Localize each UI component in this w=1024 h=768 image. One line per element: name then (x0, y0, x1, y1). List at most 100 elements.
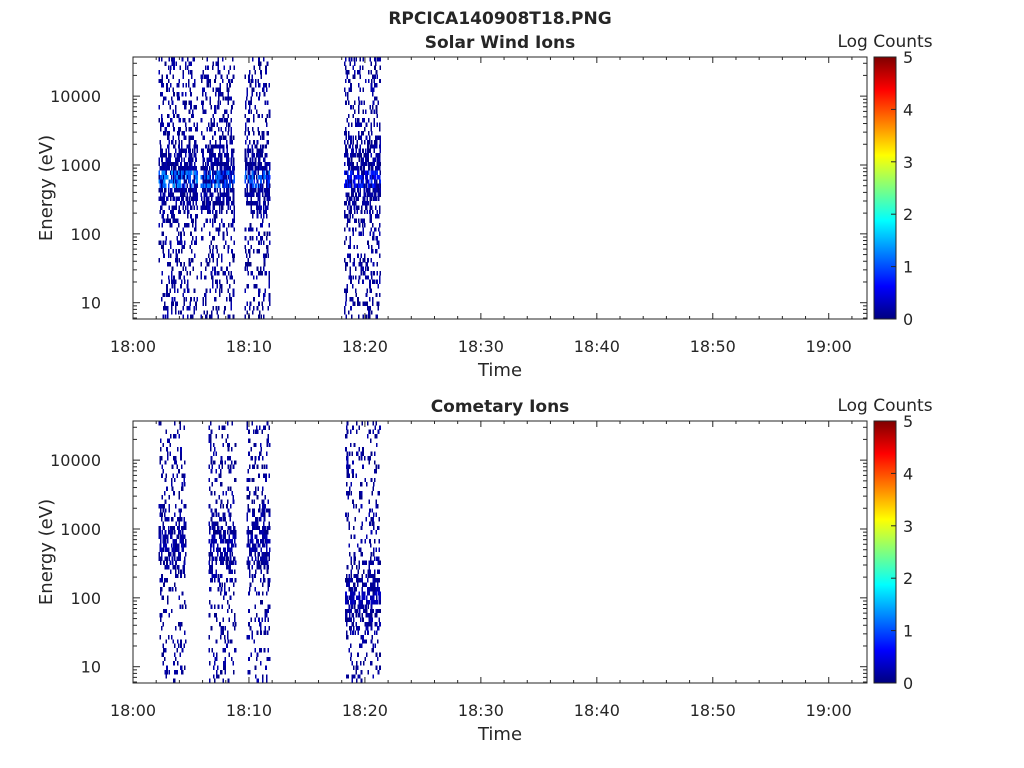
heatmap-cell (252, 275, 255, 280)
heatmap-cell (344, 266, 347, 271)
heatmap-cell (178, 78, 181, 84)
heatmap-cell (378, 240, 380, 245)
heatmap-cell (172, 109, 174, 114)
y-axis-label: Energy (eV) (36, 135, 57, 241)
heatmap-cell (173, 565, 175, 570)
heatmap-cell (378, 157, 381, 162)
heatmap-cell (375, 105, 378, 110)
heatmap-cell (214, 109, 217, 114)
heatmap-cell (376, 113, 379, 119)
heatmap-cell (216, 656, 218, 662)
heatmap-cell (350, 560, 353, 566)
heatmap-cell (229, 552, 231, 557)
heatmap-cell (266, 530, 269, 535)
heatmap-cell (191, 240, 193, 245)
heatmap-cell (200, 192, 202, 197)
colorbar-label: Log Counts (837, 396, 932, 416)
heatmap-cell (259, 91, 261, 97)
heatmap-cell (216, 617, 218, 622)
heatmap-cell (228, 284, 231, 289)
heatmap-cell (368, 279, 371, 285)
heatmap-cell (227, 547, 230, 552)
heatmap-cell (192, 113, 195, 119)
heatmap-cell (262, 205, 265, 210)
heatmap-cell (190, 188, 192, 193)
heatmap-cell (170, 179, 172, 184)
heatmap-cell (261, 499, 263, 504)
heatmap-cell (358, 218, 360, 223)
heatmap-cell (176, 648, 178, 653)
heatmap-cell (360, 643, 363, 649)
heatmap-cell (378, 196, 380, 202)
heatmap-cell (167, 275, 170, 280)
heatmap-cell (209, 218, 212, 223)
panel-title: Solar Wind Ions (425, 33, 576, 53)
heatmap-cell (231, 78, 233, 84)
heatmap-cell (211, 279, 214, 285)
heatmap-cell (248, 608, 250, 614)
heatmap-cell (170, 244, 172, 250)
heatmap-cell (176, 153, 178, 158)
axes-frame (132, 56, 868, 320)
heatmap-cell (201, 74, 204, 79)
heatmap-cell (361, 262, 363, 267)
heatmap-cell (373, 630, 376, 635)
heatmap-cell (349, 244, 352, 250)
heatmap-cell (170, 271, 173, 276)
heatmap-cell (202, 100, 205, 106)
heatmap-cell (226, 556, 228, 561)
heatmap-cell (351, 284, 354, 289)
heatmap-cell (258, 131, 260, 136)
heatmap-cell (347, 192, 350, 197)
x-axis-label: Time (477, 724, 522, 745)
heatmap-cell (352, 231, 355, 237)
heatmap-cell (359, 490, 361, 496)
heatmap-cell (174, 504, 177, 509)
heatmap-cell (163, 96, 165, 101)
heatmap-cell (232, 292, 235, 298)
heatmap-cell (208, 170, 210, 175)
heatmap-cell (190, 61, 192, 66)
heatmap-cell (362, 617, 364, 622)
heatmap-cell (246, 301, 249, 306)
heatmap-cell (166, 166, 168, 171)
heatmap-cell (364, 301, 366, 306)
heatmap-cell (170, 530, 172, 535)
heatmap-cell (226, 552, 228, 557)
heatmap-cell (233, 525, 236, 531)
heatmap-cell (360, 161, 362, 167)
heatmap-cell (367, 275, 369, 280)
heatmap-cell (183, 517, 185, 522)
heatmap-cell (348, 648, 350, 653)
heatmap-cell (171, 214, 174, 219)
heatmap-cell (252, 214, 254, 219)
heatmap-cell (221, 288, 223, 293)
heatmap-cell (172, 209, 174, 215)
heatmap-cell (356, 582, 359, 587)
heatmap-cell (177, 552, 180, 557)
heatmap-cell (255, 78, 257, 84)
heatmap-cell (188, 305, 191, 311)
heatmap-cell (227, 188, 229, 193)
heatmap-cell (170, 57, 173, 62)
heatmap-cell (167, 188, 170, 193)
heatmap-cell (184, 266, 187, 271)
heatmap-cell (258, 231, 260, 237)
heatmap-cell (168, 495, 171, 500)
heatmap-cell (345, 144, 348, 149)
heatmap-cell (358, 600, 360, 605)
heatmap-cell (182, 196, 185, 202)
heatmap-cell (370, 604, 373, 609)
heatmap-cell (374, 74, 376, 79)
heatmap-cell (246, 635, 249, 640)
heatmap-cell (249, 157, 252, 162)
heatmap-cell (261, 556, 263, 561)
heatmap-cell (246, 310, 249, 315)
heatmap-cell (184, 122, 187, 127)
heatmap-cell (167, 122, 169, 127)
heatmap-cell (200, 205, 202, 210)
heatmap-cell (184, 538, 187, 544)
heatmap-cell (248, 565, 250, 570)
heatmap-cell (229, 275, 232, 280)
heatmap-cell (208, 166, 211, 171)
